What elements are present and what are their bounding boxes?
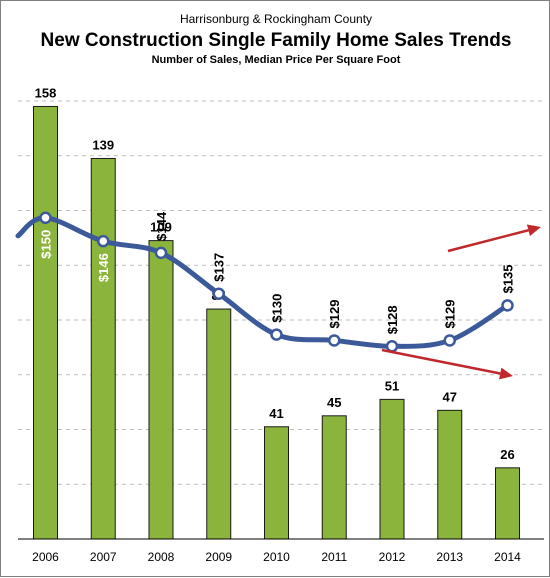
price-point [97, 234, 110, 248]
chart-subtitle: Harrisonburg & Rockingham County [180, 12, 372, 26]
price-point [212, 287, 225, 300]
price-label: $144 [154, 211, 169, 241]
trend-arrow-shaft [381, 348, 501, 375]
price-label: $135 [501, 264, 516, 293]
x-tick-label: 2006 [32, 550, 59, 564]
price-point [39, 211, 52, 225]
chart-title: New Construction Single Family Home Sale… [41, 30, 512, 51]
price-label: $137 [212, 253, 227, 282]
sales-bar-label: 109 [150, 220, 172, 235]
price-point [385, 340, 399, 353]
sales-bar [379, 398, 405, 540]
price-series: $150 $146 $144 $137 $130 $129 $128 $129 $135 [15, 211, 516, 353]
sales-bar [148, 240, 174, 540]
sales-bar [495, 467, 520, 540]
price-label: $130 [270, 294, 285, 323]
x-tick-label: 2013 [436, 550, 463, 564]
price-label: $129 [327, 300, 342, 329]
x-axis: 2006 2007 2008 2009 2010 2011 2012 2013 2014 [18, 538, 544, 564]
x-tick-label: 2008 [148, 550, 175, 564]
price-point [328, 334, 341, 347]
sales-bar [437, 409, 463, 540]
sales-bar [321, 415, 347, 540]
x-tick-label: 2011 [321, 550, 347, 564]
price-point [270, 328, 283, 341]
x-tick-label: 2007 [90, 550, 117, 564]
sales-bar [206, 308, 232, 540]
price-point [154, 246, 168, 260]
trend-arrow-head [526, 224, 541, 237]
sales-bar-label: 26 [500, 447, 514, 462]
price-label: $146 [96, 253, 111, 282]
sales-bar-label: 41 [269, 406, 283, 421]
sales-bar [264, 426, 289, 540]
sales-bar-label: 45 [327, 395, 341, 410]
x-tick-label: 2014 [494, 550, 521, 564]
price-label: $128 [385, 305, 400, 334]
price-line [15, 215, 510, 349]
chart-caption: Number of Sales, Median Price Per Square… [152, 54, 401, 66]
x-tick-label: 2009 [205, 550, 232, 564]
trend-arrows [381, 224, 541, 380]
price-point [443, 334, 456, 347]
x-tick-label: 2010 [263, 550, 290, 564]
sales-bar-label: 139 [92, 137, 114, 152]
price-label: $129 [443, 300, 458, 329]
sales-bar-label: 47 [443, 389, 457, 404]
sales-bar [90, 157, 116, 540]
sales-bar [33, 105, 58, 540]
trend-arrow-head [499, 367, 513, 380]
sales-bar-label: 51 [385, 378, 399, 393]
x-tick-label: 2012 [379, 550, 406, 564]
sales-bar-label: 158 [35, 85, 57, 100]
price-point [501, 299, 514, 312]
trend-arrow-shaft [447, 229, 529, 253]
price-label: $150 [39, 230, 54, 259]
